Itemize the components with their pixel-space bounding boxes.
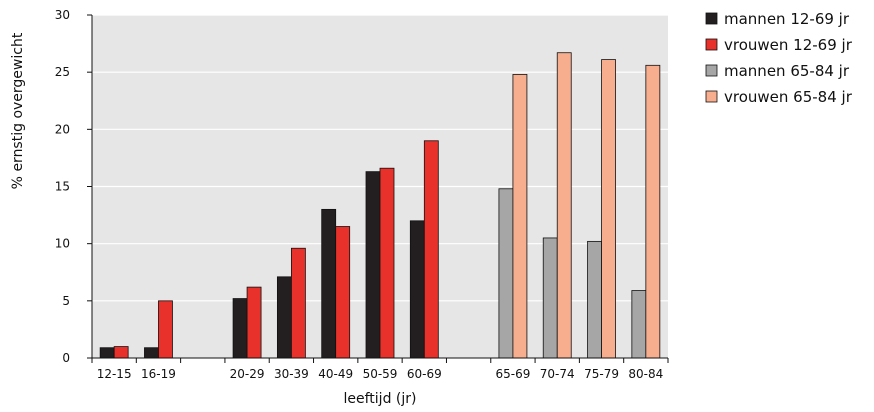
bar-2-50-59 (379, 167, 395, 359)
x-tick-label: 20-29 (230, 367, 265, 381)
x-tick-label: 12-15 (97, 367, 132, 381)
legend-swatch (705, 12, 718, 25)
y-tick-label: 30 (55, 8, 70, 22)
y-tick-label: 5 (62, 294, 70, 308)
bar-1-20-29 (232, 298, 248, 359)
legend: mannen 12-69 jr vrouwen 12-69 jr mannen 65… (705, 10, 853, 106)
bar-3-75-79 (587, 240, 602, 359)
legend-label: mannen 65-84 jr (724, 62, 850, 80)
x-axis-label: leeftijd (jr) (344, 391, 417, 407)
x-tick-label: 80-84 (628, 367, 663, 381)
bar-1-60-69 (409, 220, 425, 359)
y-tick-label: 0 (62, 351, 70, 365)
bar-2-40-49 (335, 226, 351, 359)
legend-label: vrouwen 12-69 jr (724, 36, 853, 54)
bar-4-70-74 (556, 52, 572, 359)
x-tick-label: 75-79 (584, 367, 619, 381)
bar-4-80-84 (645, 64, 661, 359)
bar-2-30-39 (290, 247, 306, 359)
x-tick-label: 65-69 (495, 367, 530, 381)
legend-swatch (705, 64, 718, 77)
x-tick-label: 16-19 (141, 367, 176, 381)
bar-2-20-29 (246, 286, 262, 359)
bar-1-16-19 (144, 347, 159, 359)
bar-3-80-84 (631, 290, 647, 359)
y-tick-label: 10 (55, 237, 70, 251)
bar-1-40-49 (321, 208, 337, 359)
y-axis-label: % ernstig overgewicht (10, 32, 26, 189)
y-tick-label: 25 (55, 65, 70, 79)
bar-2-12-15 (113, 346, 129, 359)
x-axis-ticks: 12-15 16-19 20-29 30-39 40-49 50-59 60-69 65-69… (91, 358, 669, 381)
x-tick-label: 50-59 (363, 367, 398, 381)
bar-2-16-19 (158, 300, 173, 359)
bar-1-12-15 (99, 347, 115, 359)
x-tick-label: 60-69 (407, 367, 442, 381)
legend-label: mannen 12-69 jr (724, 10, 850, 28)
bar-3-70-74 (542, 237, 558, 359)
y-axis-ticks: 0 5 10 15 20 25 30 (55, 8, 92, 365)
bar-2-60-69 (423, 140, 439, 359)
legend-label: vrouwen 65-84 jr (724, 88, 853, 106)
y-tick-label: 15 (55, 180, 70, 194)
bar-4-65-69 (512, 74, 528, 359)
x-tick-label: 30-39 (274, 367, 309, 381)
legend-swatch (705, 38, 718, 51)
x-tick-label: 70-74 (540, 367, 575, 381)
y-tick-label: 20 (55, 122, 70, 136)
bar-3-65-69 (498, 188, 514, 359)
bar-4-75-79 (601, 59, 616, 359)
bar-1-30-39 (276, 276, 292, 359)
legend-swatch (705, 90, 718, 103)
x-tick-label: 40-49 (318, 367, 353, 381)
bar-1-50-59 (365, 171, 381, 359)
